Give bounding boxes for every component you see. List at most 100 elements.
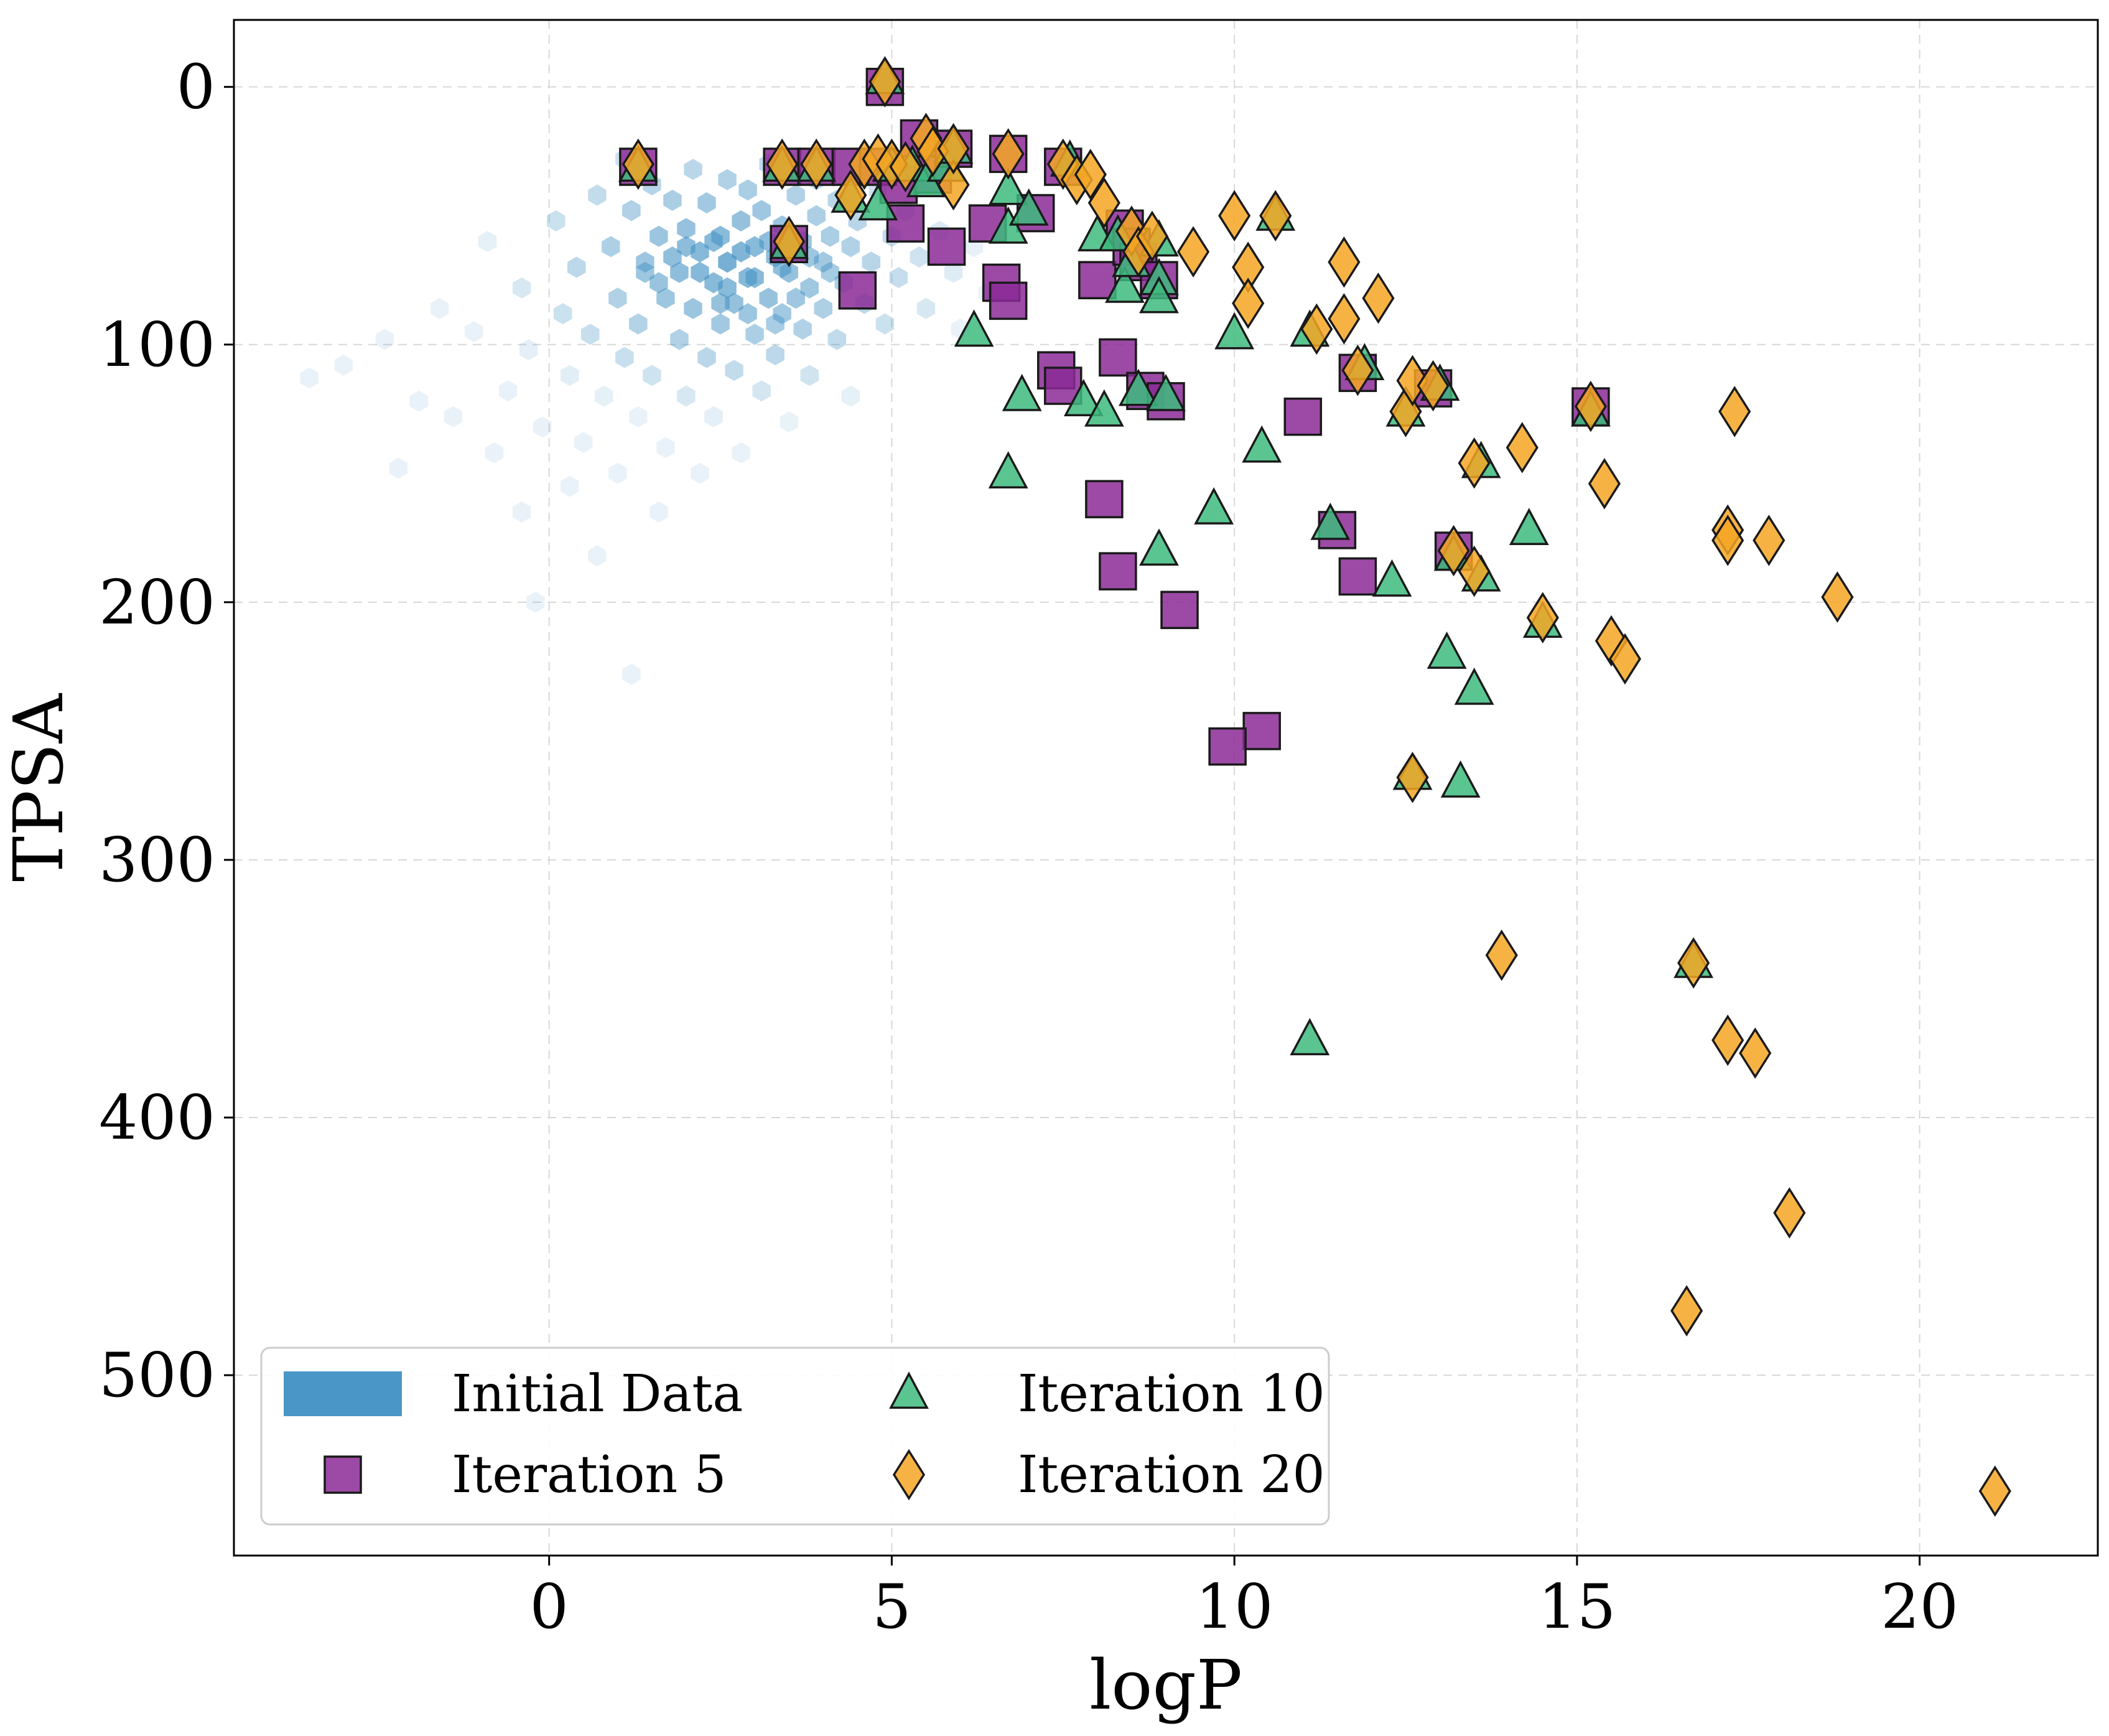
initial-data-hexbin [602,236,620,258]
initial-data-hexbin [814,297,832,319]
initial-data-hexbin [684,159,702,180]
iteration-5-marker [1085,480,1124,518]
initial-data-hexbin [334,354,353,376]
iteration-5-marker [1242,712,1281,750]
iteration-10-marker [954,309,994,347]
initial-data-hexbin [300,367,319,389]
iteration-10-marker [1454,667,1494,705]
y-tick-label: 300 [99,825,215,896]
initial-data-hexbin [697,192,716,213]
initial-data-hexbin [389,457,408,479]
legend-label: Initial Data [452,1365,743,1424]
initial-data-hexbin [629,313,648,335]
legend-initial-data-swatch [284,1371,402,1416]
iteration-20-marker [834,169,867,221]
iteration-20-marker [1506,422,1539,474]
initial-data-hexbin [622,200,641,222]
initial-data-hexbin [519,339,538,360]
initial-data-hexbin [561,365,579,386]
initial-data-hexbin [656,437,675,459]
initial-data-hexbin [793,318,812,340]
initial-data-hexbin [684,297,702,319]
initial-data-hexbin [554,303,572,325]
initial-data-hexbin [773,303,791,325]
initial-data-hexbin [738,303,757,325]
iteration-20-marker [1396,752,1429,803]
iteration-20-marker [1485,929,1518,981]
initial-data-hexbin [526,591,545,613]
iteration-5-marker [1078,261,1117,299]
iteration-20-marker [1176,226,1210,278]
initial-data-hexbin [910,246,929,268]
marker-layer [618,56,2011,1517]
x-tick-label: 0 [529,1572,568,1643]
iteration-20-marker [622,138,654,190]
initial-data-hexbin [732,210,750,231]
initial-data-hexbin [547,210,566,231]
initial-data-hexbin [670,329,689,350]
x-tick-label: 10 [1196,1572,1273,1643]
initial-data-hexbin [916,297,936,319]
legend-label: Iteration 20 [1018,1445,1325,1505]
legend-label: Iteration 5 [452,1445,727,1505]
iteration-20-marker [1087,177,1120,229]
iteration-5-marker [1099,338,1137,377]
iteration-20-marker [1437,525,1470,577]
x-axis-label: logP [1089,1645,1242,1725]
initial-data-hexbin [704,231,723,253]
iteration-20-marker [1362,272,1395,324]
y-tick-label: 0 [177,52,215,123]
iteration-10-marker [1119,368,1158,406]
initial-data-hexbin [841,385,860,407]
iteration-10-marker [1427,631,1467,669]
initial-data-hexbin [704,406,723,427]
initial-data-hexbin [375,329,394,350]
iteration-20-marker [1074,149,1107,200]
iteration-5-marker [1283,397,1323,436]
x-tick-label: 20 [1881,1572,1958,1643]
x-tick-label: 15 [1539,1572,1616,1643]
initial-data-hexbin [889,267,908,289]
iteration-20-marker [1677,937,1710,989]
initial-data-hexbin [786,287,805,309]
iteration-10-marker [1290,1018,1330,1055]
iteration-10-marker [1104,265,1145,303]
initial-data-hexbin [561,475,579,497]
initial-data-hexbin [711,292,730,314]
iteration-10-marker [1084,389,1124,427]
grid-layer [234,20,2098,1556]
initial-data-hexbin [718,169,737,190]
initial-data-hexbin [944,261,963,283]
initial-data-hexbin [800,365,819,386]
iteration-20-marker [1328,236,1361,288]
initial-data-hexbin [766,344,784,366]
iteration-20-marker [1821,571,1854,623]
iteration-10-marker [1194,487,1234,525]
initial-data-hexbin [807,205,826,226]
iteration-20-marker [937,159,970,211]
initial-data-hexbin [780,411,798,432]
iteration-5-marker [886,204,925,243]
initial-data-hexbin [745,267,764,289]
initial-data-hexbin [875,313,895,335]
y-tick-label: 500 [99,1340,215,1411]
iteration-10-marker [1509,508,1549,546]
iteration-20-marker [1458,545,1491,597]
iteration-10-marker [1146,373,1186,411]
iteration-20-marker [1218,190,1251,241]
iteration-5-marker [1338,557,1377,596]
initial-data-hexbin [786,184,805,206]
iteration-20-marker [800,138,833,190]
initial-data-hexbin [485,442,504,464]
initial-data-hexbin [464,321,483,343]
iteration-20-marker [1396,355,1429,407]
iteration-20-marker [1259,190,1292,241]
initial-data-hexbin [622,663,641,685]
initial-data-hexbin [567,256,586,278]
iteration-20-marker [1300,303,1333,355]
initial-data-hexbin [827,329,846,350]
initial-data-hexbin [512,501,531,523]
initial-data-hexbin [745,324,764,345]
